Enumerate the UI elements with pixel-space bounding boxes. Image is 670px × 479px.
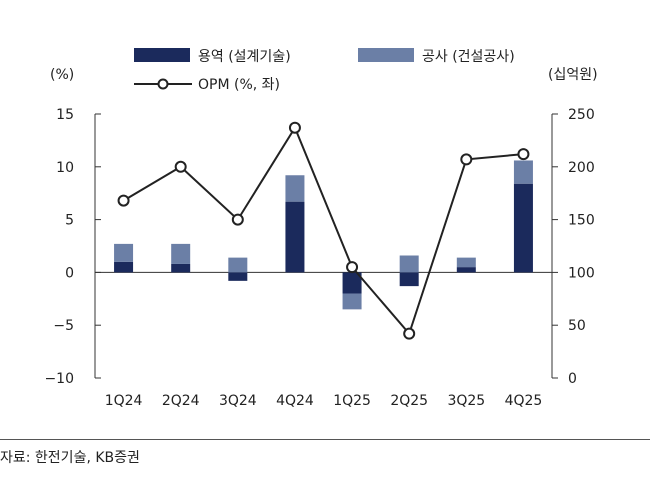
bar-construction (456, 257, 476, 268)
category-label: 2Q25 (390, 393, 428, 409)
right-axis-unit: (십억원) (548, 67, 598, 83)
bar-services (513, 183, 533, 273)
legend-label-opm: OPM (%, 좌) (198, 77, 280, 93)
opm-point (231, 213, 244, 226)
bar-construction (228, 257, 248, 273)
opm-point (460, 153, 473, 166)
opm-point (346, 261, 359, 274)
bar-services (228, 272, 248, 281)
right-tick-label: 250 (568, 107, 595, 123)
left-tick-label: −10 (44, 371, 74, 387)
opm-point (517, 148, 530, 161)
category-label: 3Q24 (219, 393, 257, 409)
bar-construction (399, 255, 419, 273)
bar-services (114, 261, 134, 273)
axes (94, 113, 558, 379)
legend-swatch-construction (358, 48, 414, 62)
category-label: 3Q25 (447, 393, 485, 409)
bar-construction (513, 160, 533, 184)
opm-point (117, 194, 130, 207)
left-axis-unit: (%) (50, 67, 74, 83)
left-tick-label: −5 (53, 318, 74, 334)
category-label: 4Q25 (505, 393, 543, 409)
bar-services (171, 263, 191, 273)
category-label: 2Q24 (162, 393, 200, 409)
right-tick-label: 100 (568, 265, 595, 281)
left-tick-label: 5 (65, 213, 74, 229)
legend-label-services: 용역 (설계기술) (198, 49, 291, 65)
source-divider (0, 439, 650, 440)
category-label: 1Q25 (333, 393, 371, 409)
bar-construction (114, 243, 134, 262)
bar-services (342, 272, 362, 294)
right-tick-label: 150 (568, 213, 595, 229)
right-tick-label: 0 (568, 371, 577, 387)
bar-services (456, 267, 476, 273)
opm-point (288, 121, 301, 134)
legend-marker-opm (157, 78, 169, 90)
legend-swatch-services (134, 48, 190, 62)
left-tick-label: 0 (65, 265, 74, 281)
bar-construction (171, 243, 191, 264)
left-tick-label: 15 (56, 107, 74, 123)
legend: 용역 (설계기술) 공사 (건설공사) OPM (%, 좌) (134, 48, 515, 93)
bar-services (399, 272, 419, 287)
bars (114, 160, 533, 310)
chart: 용역 (설계기술) 공사 (건설공사) OPM (%, 좌) (%) (십억원)… (44, 48, 598, 409)
left-tick-label: 10 (56, 160, 74, 176)
bar-services (285, 201, 305, 273)
right-tick-label: 200 (568, 160, 595, 176)
opm-point (174, 160, 187, 173)
bar-construction (285, 175, 305, 202)
category-label: 4Q24 (276, 393, 314, 409)
opm-point (403, 327, 416, 340)
right-tick-label: 50 (568, 318, 586, 334)
opm-line (123, 125, 524, 336)
legend-label-construction: 공사 (건설공사) (422, 49, 515, 65)
opm-line-layer (117, 121, 530, 340)
source-note: 자료: 한전기술, KB증권 (0, 450, 140, 466)
category-label: 1Q24 (105, 393, 143, 409)
bar-construction (342, 293, 362, 310)
